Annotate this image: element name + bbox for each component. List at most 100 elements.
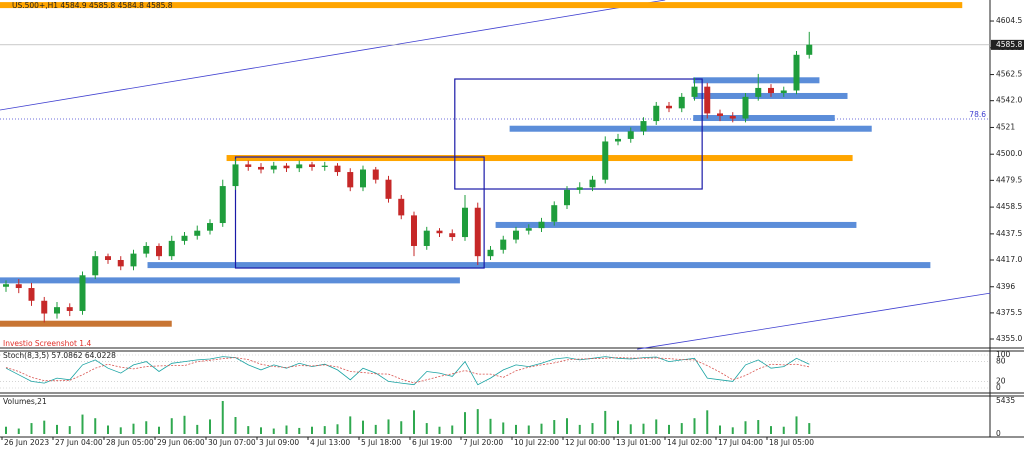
range-box [234,156,485,269]
candle-body [207,223,213,231]
y-tick-label: 4355.0 [996,334,1022,343]
candle-body [41,300,48,314]
candle-body [449,233,456,238]
candle-body [309,164,315,167]
stoch-tick-label: 100 [996,350,1011,359]
x-tick-label: 26 Jun 2023 [4,438,49,447]
candle-body [258,166,264,170]
candle-body [487,249,494,257]
candle-body [385,179,392,199]
level-bar [509,125,872,132]
x-tick-label: 4 Jul 13:00 [310,438,350,447]
candle-body [474,207,481,257]
x-tick-label: 10 Jul 22:00 [514,438,559,447]
watermark: Investio Screenshot 1.4 [3,339,91,348]
candle-body [15,284,22,289]
x-tick-label: 5 Jul 18:00 [361,438,401,447]
level-bar [0,2,963,9]
candle-body [742,96,749,119]
stoch-line [5,356,810,386]
candle-body [79,275,86,311]
candle-body [640,121,647,132]
level-bar [495,221,857,228]
candle-body [245,164,252,167]
x-tick-label: 6 Jul 19:00 [412,438,452,447]
stoch-line [5,357,810,384]
volume-tick-label: 0 [996,429,1001,438]
level-bar [693,115,835,122]
x-tick-label: 29 Jun 06:00 [157,438,205,447]
y-tick-label: 4417.0 [996,255,1022,264]
candle-body [666,105,672,109]
x-tick-label: 14 Jul 02:00 [667,438,712,447]
candle-body [54,307,60,314]
volume-tick-label: 5435 [996,396,1015,405]
candle-body [66,307,73,311]
candle-body [181,235,188,241]
candle-body [398,198,405,216]
candle-body [525,228,532,231]
candle-body [28,288,35,301]
level-bar [693,77,820,84]
candle-body [168,240,175,257]
level-bar [0,320,172,327]
candle-body [551,205,558,222]
candle-body [372,169,379,180]
y-tick-label: 4437.5 [996,229,1022,238]
x-tick-label: 28 Jun 05:00 [106,438,154,447]
candle-body [334,165,341,173]
candle-body [500,239,507,250]
candle-body [411,215,417,246]
candle-body [615,138,621,142]
y-tick-label: 4375.5 [996,308,1022,317]
level-bar [147,262,931,269]
candle-body [538,221,545,229]
candle-body [321,165,328,167]
x-tick-label: 27 Jun 04:00 [55,438,103,447]
candle-body [270,165,277,170]
x-tick-label: 13 Jul 01:00 [616,438,661,447]
candle-body [576,187,583,190]
current-price-label: 4585.8 [996,40,1022,49]
trendline [0,0,666,111]
candle-body [283,165,290,169]
candle-body [436,230,443,234]
level-bar [0,277,460,284]
candle-body [806,44,813,55]
candle-body [653,105,660,122]
candle-body [296,164,303,169]
fib-label: 78.6 [969,110,986,119]
volume-title: Volumes,21 [3,397,47,406]
candle-body [117,259,124,267]
candle-body [423,230,430,246]
x-tick-label: 7 Jul 20:00 [463,438,503,447]
level-bar [226,155,853,162]
x-tick-label: 18 Jul 05:00 [769,438,814,447]
candle-body [513,230,519,240]
stoch-title: Stoch(8,3,5) 57.0862 64.0228 [3,351,116,360]
x-tick-label: 17 Jul 04:00 [718,438,763,447]
level-bar [693,92,848,99]
candle-body [755,87,762,97]
y-tick-label: 4396 [996,282,1015,291]
candle-body [717,113,723,116]
candle-body [564,189,570,206]
candle-body [3,284,9,287]
candle-body [194,230,201,236]
candle-body [130,253,137,267]
candle-body [729,115,736,119]
x-tick-label: 30 Jun 07:00 [208,438,256,447]
candle-body [105,256,111,260]
candle-body [780,90,787,94]
candle-body [589,179,596,188]
stoch-tick-label: 0 [996,383,1001,392]
candle-body [678,96,685,109]
stoch-tick-label: 20 [996,376,1006,385]
candle-body [360,169,366,188]
candle-body [704,86,711,114]
candle-body [768,87,774,94]
chart-title: US.500+,H1 4584.9 4585.8 4584.8 4585.8 [12,1,173,10]
y-tick-label: 4604.5 [996,16,1022,25]
